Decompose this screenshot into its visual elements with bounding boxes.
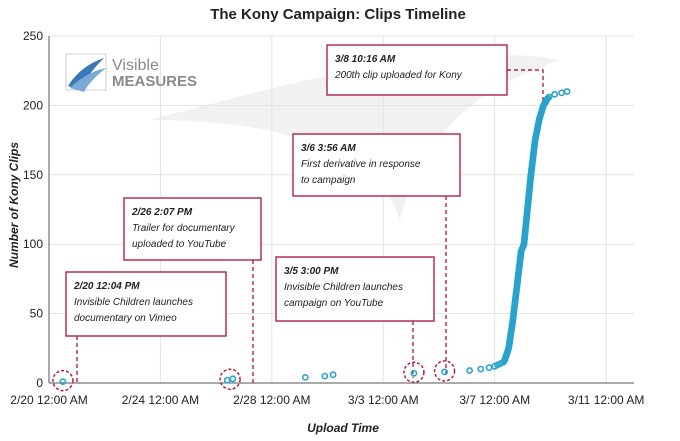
data-point [223,376,231,384]
y-tick-label: 100 [23,237,43,251]
annotation-connectors [76,69,544,383]
y-axis-title: Number of Kony Clips [7,142,21,268]
data-point [545,93,553,101]
x-tick-label: 3/3 12:00 AM [348,393,419,407]
logo-swoosh-icon-2 [70,68,106,92]
annotation-head: 3/5 3:00 PM [284,266,339,277]
annotation-text: documentary on Vimeo [74,313,177,324]
visible-measures-logo: Visible MEASURES [65,53,197,92]
x-tick-label: 2/20 12:00 AM [10,393,87,407]
annotation-head: 2/26 2:07 PM [131,207,193,218]
data-point [301,373,309,381]
data-point [229,375,237,383]
chart-title: The Kony Campaign: Clips Timeline [210,6,466,23]
annotation: 2/20 12:04 PM Invisible Children launches… [65,271,227,337]
y-tick-label: 200 [23,98,43,112]
annotation: 3/6 3:56 AM First derivative in response t… [292,133,461,197]
x-tick-label: 2/24 12:00 AM [122,393,199,407]
highlight-circle [433,360,456,382]
data-point [563,88,571,95]
logo-text-measures: MEASURES [112,73,197,90]
annotation-connector [507,69,544,106]
data-point [485,364,493,372]
data-point [410,369,418,377]
data-point [441,368,448,376]
x-tick-label: 3/11 12:00 AM [568,393,645,407]
x-axis-title: Upload Time [307,421,379,435]
y-tick-label: 250 [23,29,43,43]
highlight-circle [403,361,425,384]
data-point [321,372,329,380]
annotation-box [275,256,435,322]
annotation-text: to campaign [301,175,356,186]
data-point [544,95,551,102]
x-tick-label: 3/7 12:00 AM [459,393,530,407]
y-tick-label: 0 [36,376,43,390]
annotation-text: First derivative in response [301,159,421,170]
annotation: 2/26 2:07 PM Trailer for documentary uploa… [123,197,262,261]
annotation-text: uploaded to YouTube [132,239,227,250]
annotation: 3/5 3:00 PM Invisible Children launches ca… [275,256,435,322]
annotation-head: 3/8 10:16 AM [335,54,396,65]
annotation: 3/8 10:16 AM 200th clip uploaded for Kony [326,44,508,96]
data-point [59,378,67,385]
annotation-text: Invisible Children launches [74,297,193,308]
annotation-head: 3/6 3:56 AM [301,143,356,154]
x-tick-labels: 2/20 12:00 AM 2/24 12:00 AM 2/28 12:00 AM 3… [10,393,644,407]
highlight-circle [52,369,74,392]
highlight-circle [219,368,241,390]
annotation-box [326,44,508,96]
data-point [551,90,558,98]
data-point [558,89,565,97]
data-point [329,371,337,379]
logo-text-visible: Visible [112,57,159,74]
annotation-box [123,197,262,261]
annotation-text: 200th clip uploaded for Kony [334,70,463,81]
annotation-text: campaign on YouTube [284,298,384,309]
data-point [477,365,485,373]
annotation-box [65,271,227,337]
x-tick-label: 2/28 12:00 AM [233,393,310,407]
data-point [466,367,473,374]
annotations: 2/20 12:04 PM Invisible Children launches… [65,44,508,337]
y-tick-labels: 0 50 100 150 200 250 [23,29,43,390]
annotation-head: 2/20 12:04 PM [73,281,140,292]
series-points [59,88,571,385]
y-tick-label: 50 [30,307,44,321]
annotation-text: Trailer for documentary [132,223,236,234]
axes [48,36,634,384]
highlight-circles [52,360,456,392]
y-tick-label: 150 [23,168,43,182]
annotation-text: Invisible Children launches [284,282,403,293]
annotation-box [292,133,461,197]
